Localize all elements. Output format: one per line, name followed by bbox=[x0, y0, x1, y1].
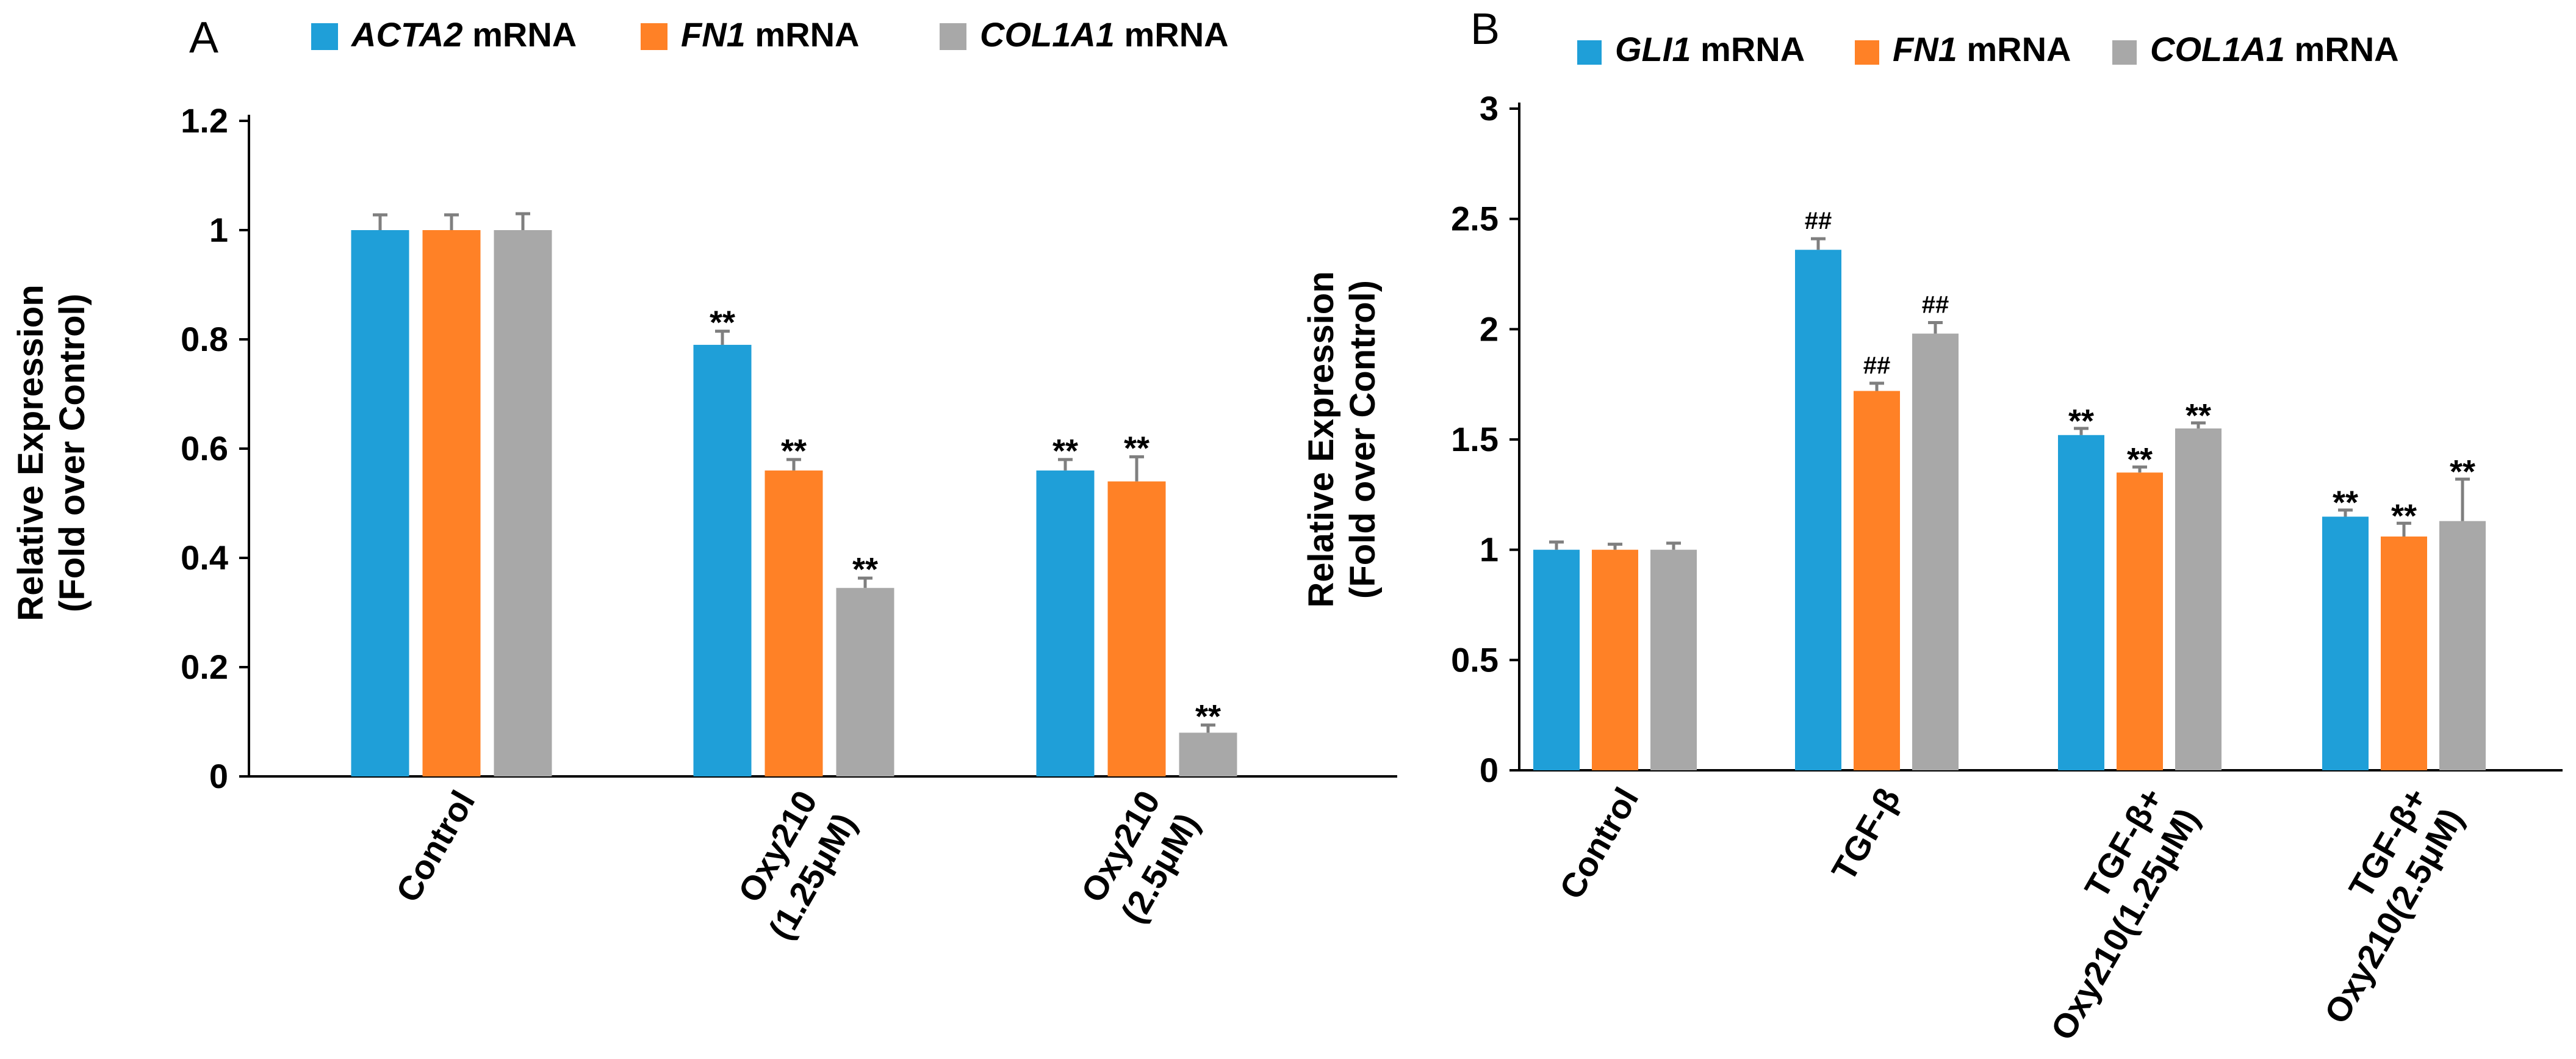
legend-swatch bbox=[311, 23, 338, 50]
significance-mark: ## bbox=[1863, 352, 1891, 379]
bar bbox=[2117, 472, 2163, 770]
y-tick-label: 0.6 bbox=[181, 429, 228, 468]
x-tick-label: Oxy210(2.5μM) bbox=[1073, 784, 1206, 931]
legend-swatch bbox=[1855, 40, 1879, 65]
legend-label: FN1 mRNA bbox=[681, 15, 859, 54]
panel-letter: A bbox=[189, 13, 218, 62]
significance-mark: ## bbox=[1805, 208, 1832, 234]
x-tick-label: TGF-β+Oxy210(2.5μM) bbox=[2281, 781, 2470, 1030]
y-tick-label: 3 bbox=[1480, 89, 1498, 128]
legend-swatch bbox=[2112, 40, 2137, 65]
panel-b: B GLI1 mRNA FN1 mRNA COL1A1 mRNA 0 0.5 1 1.5 2 2.… bbox=[1301, 5, 2563, 1046]
significance-mark: ** bbox=[2333, 485, 2358, 521]
bar bbox=[2439, 521, 2486, 770]
legend-label: COL1A1 mRNA bbox=[2150, 30, 2399, 68]
bar bbox=[836, 588, 894, 776]
bar bbox=[1107, 481, 1166, 776]
y-tick-label: 0 bbox=[209, 757, 228, 795]
bar bbox=[2381, 536, 2427, 770]
y-axis-label: Relative Expression(Fold over Control) bbox=[11, 284, 92, 621]
bar bbox=[2322, 516, 2369, 770]
bar bbox=[1592, 549, 1638, 770]
bar bbox=[1854, 391, 1900, 770]
x-tick-label: Oxy210(1.25μM) bbox=[722, 784, 863, 946]
significance-mark: ** bbox=[2127, 441, 2153, 478]
bar bbox=[494, 230, 552, 776]
y-tick-label: 0.5 bbox=[1451, 640, 1498, 679]
significance-mark: ** bbox=[710, 305, 735, 341]
bar bbox=[422, 230, 481, 776]
legend-label: ACTA2 mRNA bbox=[350, 15, 577, 54]
y-tick-label: 0 bbox=[1480, 751, 1498, 789]
y-tick-label: 0.4 bbox=[181, 538, 228, 577]
legend-label: GLI1 mRNA bbox=[1615, 30, 1805, 68]
significance-mark: ** bbox=[1052, 433, 1078, 469]
legend-label: FN1 mRNA bbox=[1893, 30, 2071, 68]
significance-mark: ** bbox=[2391, 497, 2417, 534]
y-tick-label: 0.2 bbox=[181, 648, 228, 686]
panel-letter: B bbox=[1470, 5, 1500, 54]
bar bbox=[1179, 732, 1237, 776]
x-tick-label: Control bbox=[388, 784, 482, 909]
bar bbox=[1533, 549, 1580, 770]
y-tick-label: 1 bbox=[209, 211, 228, 249]
bar bbox=[1650, 549, 1697, 770]
x-tick-label: TGF-β+Oxy210(1.25μM) bbox=[2007, 781, 2207, 1047]
significance-mark: ** bbox=[2186, 397, 2211, 434]
significance-mark: ** bbox=[1195, 698, 1221, 735]
bar bbox=[693, 344, 752, 776]
bar bbox=[1036, 470, 1095, 776]
x-tick-label: TGF-β bbox=[1824, 781, 1907, 887]
significance-mark: ** bbox=[1124, 430, 1149, 466]
significance-mark: ** bbox=[2068, 403, 2094, 439]
y-tick-label: 2 bbox=[1480, 309, 1498, 348]
bar bbox=[1795, 250, 1841, 771]
significance-mark: ** bbox=[2450, 454, 2475, 490]
x-tick-label: Control bbox=[1552, 781, 1646, 906]
bar bbox=[1912, 333, 1959, 770]
y-axis-label: Relative Expression(Fold over Control) bbox=[1301, 271, 1383, 607]
legend-label: COL1A1 mRNA bbox=[980, 15, 1229, 54]
y-tick-label: 0.8 bbox=[181, 320, 228, 358]
bar bbox=[2175, 428, 2222, 770]
y-tick-label: 2.5 bbox=[1451, 200, 1498, 238]
bar bbox=[765, 470, 823, 776]
y-tick-label: 1 bbox=[1480, 530, 1498, 569]
bar bbox=[351, 230, 409, 776]
significance-mark: ** bbox=[852, 551, 878, 588]
legend-swatch bbox=[641, 23, 667, 50]
bar bbox=[2058, 435, 2104, 770]
y-tick-label: 1.5 bbox=[1451, 420, 1498, 458]
significance-mark: ** bbox=[781, 433, 807, 469]
significance-mark: ## bbox=[1922, 291, 1949, 318]
legend-swatch bbox=[940, 23, 966, 50]
legend-swatch bbox=[1577, 40, 1602, 65]
panel-a: A ACTA2 mRNA FN1 mRNA COL1A1 mRNA 0 0.2 0.4 0.6… bbox=[11, 13, 1397, 946]
y-tick-label: 1.2 bbox=[181, 101, 228, 140]
